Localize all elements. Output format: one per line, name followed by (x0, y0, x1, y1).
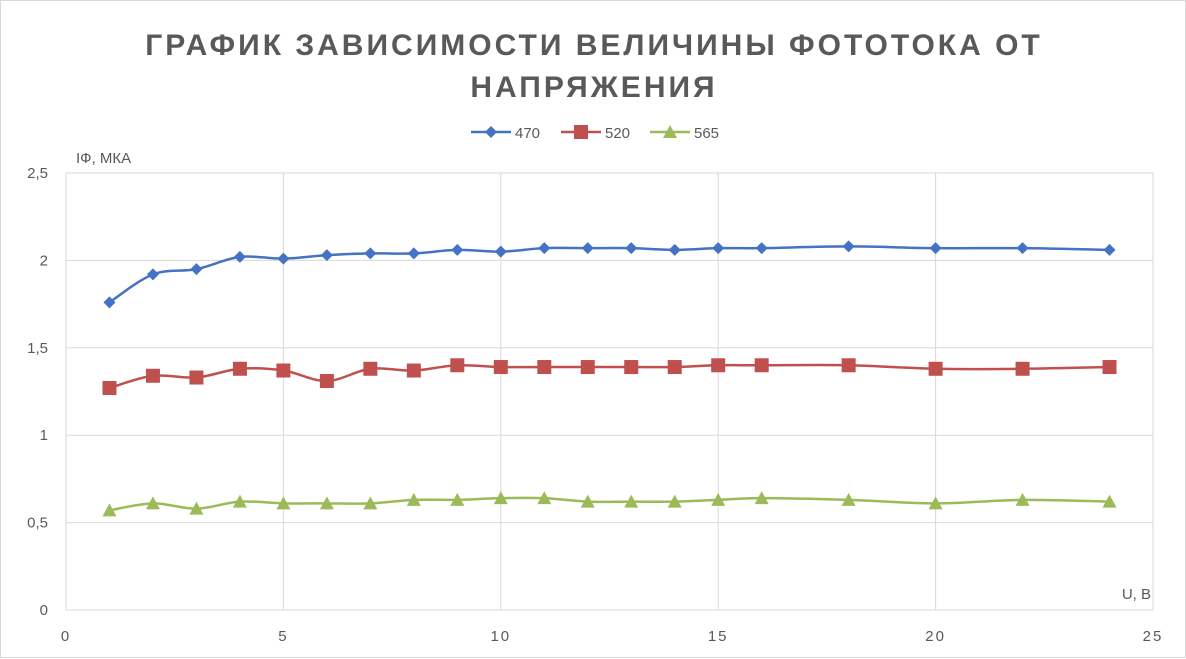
x-tick-label: 20 (925, 628, 946, 645)
data-point-520 (145, 368, 160, 383)
x-tick-label: 5 (278, 628, 288, 645)
y-tick-label: 1 (40, 427, 48, 444)
legend-marker-triangle (663, 125, 677, 138)
data-point-470 (407, 247, 420, 260)
data-point-565 (711, 492, 726, 506)
legend-label: 470 (515, 125, 540, 142)
data-point-470 (494, 245, 507, 258)
data-point-470 (755, 242, 768, 255)
chart-title: ГРАФИК ЗАВИСИМОСТИ ВЕЛИЧИНЫ ФОТОТОКА ОТ … (1, 25, 1186, 109)
legend-item-470: 470 (471, 125, 540, 142)
data-point-470 (320, 249, 333, 262)
data-point-520 (276, 363, 291, 378)
chart-title-line-1: ГРАФИК ЗАВИСИМОСТИ ВЕЛИЧИНЫ ФОТОТОКА ОТ (145, 29, 1043, 62)
data-point-565 (450, 492, 465, 506)
y-axis-title: IФ, МКА (76, 150, 131, 167)
data-point-520 (580, 360, 595, 375)
data-point-520 (537, 360, 552, 375)
data-point-520 (232, 361, 247, 376)
x-tick-label: 15 (708, 628, 729, 645)
data-point-520 (1015, 361, 1030, 376)
legend-label: 520 (605, 125, 630, 142)
data-point-470 (451, 243, 464, 256)
tick-labels: 0 0,5 1 1,5 2 2,5 0 5 10 15 20 25 (27, 165, 1164, 645)
legend-item-520: 520 (561, 125, 630, 142)
legend: 470 520 565 (471, 125, 719, 142)
data-point-520 (928, 361, 943, 376)
data-point-565 (841, 492, 856, 506)
data-point-520 (189, 370, 204, 385)
legend-item-565: 565 (650, 125, 719, 142)
legend-label: 565 (694, 125, 719, 142)
data-point-470 (1103, 243, 1116, 256)
series-470 (103, 240, 1116, 309)
data-point-470 (929, 242, 942, 255)
data-point-520 (754, 358, 769, 373)
data-point-520 (450, 358, 465, 373)
y-tick-label: 0 (40, 602, 48, 619)
series-layer (102, 240, 1117, 517)
data-point-565 (1102, 494, 1117, 508)
data-point-565 (928, 496, 943, 510)
data-point-470 (538, 242, 551, 255)
data-point-470 (277, 252, 290, 265)
data-point-520 (493, 360, 508, 375)
data-point-520 (319, 374, 334, 389)
y-tick-label: 1,5 (27, 340, 48, 357)
data-point-565 (493, 491, 508, 505)
legend-marker-diamond (485, 126, 497, 138)
data-point-470 (1016, 242, 1029, 255)
data-point-565 (624, 494, 639, 508)
data-point-520 (363, 361, 378, 376)
series-565 (102, 491, 1117, 517)
x-axis-title: U, В (1122, 586, 1151, 603)
data-point-520 (711, 358, 726, 373)
data-point-565 (754, 491, 769, 505)
data-point-520 (406, 363, 421, 378)
y-tick-label: 0,5 (27, 515, 48, 532)
data-point-520 (102, 381, 117, 396)
y-tick-label: 2,5 (27, 165, 48, 182)
data-point-520 (624, 360, 639, 375)
data-point-470 (625, 242, 638, 255)
series-line-520 (109, 363, 1110, 390)
data-point-565 (406, 492, 421, 506)
data-point-520 (667, 360, 682, 375)
data-point-565 (363, 496, 378, 510)
data-point-565 (537, 491, 552, 505)
series-line-470 (108, 245, 1110, 304)
data-point-470 (233, 250, 246, 263)
data-point-470 (668, 243, 681, 256)
data-point-565 (189, 501, 204, 515)
data-point-470 (146, 268, 159, 281)
data-point-565 (145, 496, 160, 510)
y-tick-label: 2 (40, 252, 48, 269)
legend-marker-square (574, 125, 588, 139)
series-520 (102, 358, 1117, 396)
grid (65, 172, 1154, 611)
data-point-565 (276, 496, 291, 510)
data-point-565 (102, 503, 117, 517)
data-point-470 (190, 263, 203, 276)
x-tick-label: 10 (490, 628, 511, 645)
data-point-565 (667, 494, 682, 508)
chart-title-line-2: НАПРЯЖЕНИЯ (470, 71, 718, 104)
series-line-565 (109, 496, 1110, 512)
data-point-470 (581, 242, 594, 255)
data-point-470 (364, 247, 377, 260)
x-tick-label: 25 (1143, 628, 1164, 645)
data-point-470 (842, 240, 855, 253)
data-point-470 (103, 296, 116, 309)
x-tick-label: 0 (61, 628, 71, 645)
data-point-470 (712, 242, 725, 255)
data-point-565 (319, 496, 334, 510)
data-point-565 (580, 494, 595, 508)
data-point-520 (1102, 360, 1117, 375)
data-point-565 (1015, 492, 1030, 506)
data-point-565 (232, 494, 247, 508)
data-point-520 (841, 358, 856, 373)
